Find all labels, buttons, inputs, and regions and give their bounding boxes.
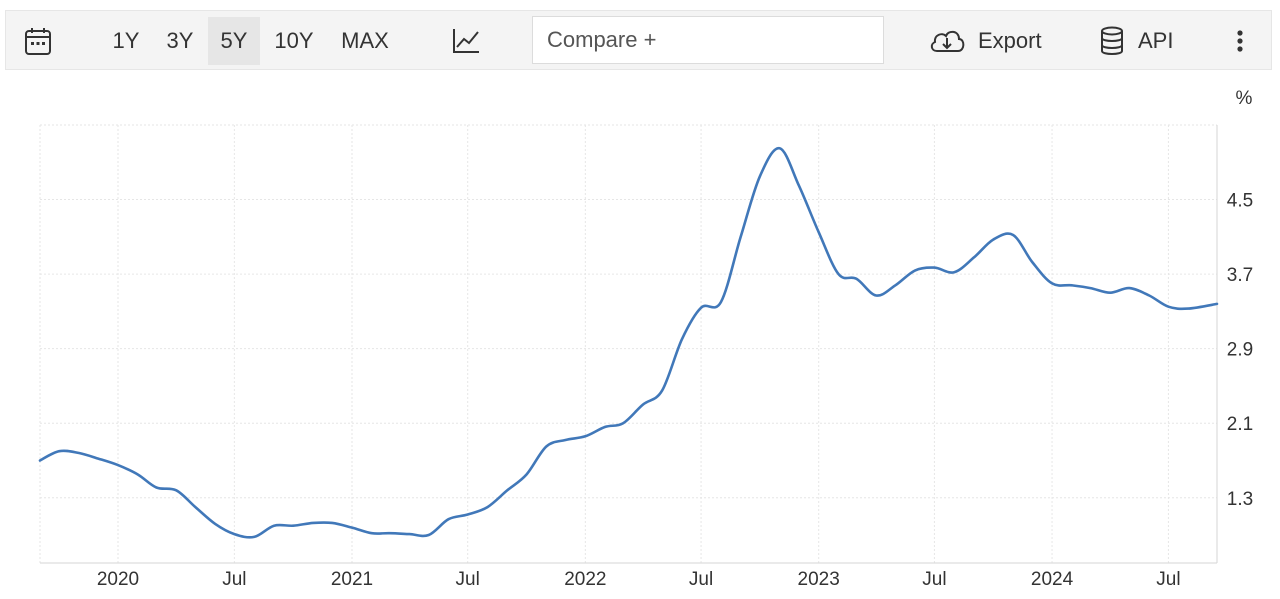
y-tick-label: 2.9 <box>1227 340 1253 361</box>
y-tick-label: 3.7 <box>1227 265 1253 286</box>
database-icon[interactable] <box>1096 23 1128 59</box>
x-tick-label: Jul <box>456 569 480 590</box>
y-tick-labels: 1.3 2.1 2.9 3.7 4.5 <box>1227 191 1253 510</box>
range-1y-button[interactable]: 1Y <box>112 28 140 53</box>
range-max-button[interactable]: MAX <box>341 28 389 53</box>
series-line <box>38 146 1219 539</box>
x-tick-label: Jul <box>1156 569 1180 590</box>
x-tick-label: 2024 <box>1031 569 1074 590</box>
chart-toolbar: 1Y 3Y 5Y 10Y MAX Export API <box>5 10 1272 70</box>
x-tick-labels: 2020 Jul 2021 Jul 2022 Jul 2023 Jul 2024 Jul <box>97 569 1181 590</box>
api-button[interactable]: API <box>1138 28 1174 53</box>
grid-lines <box>39 124 1217 563</box>
cloud-download-icon[interactable] <box>926 23 968 59</box>
y-tick-label: 4.5 <box>1227 191 1253 212</box>
x-tick-label: 2021 <box>331 569 373 590</box>
range-5y-button[interactable]: 5Y <box>208 17 260 65</box>
y-tick-label: 2.1 <box>1227 414 1253 435</box>
line-chart: % 1.32.12.93.74.5 2020 Jul 2021 Jul 2022 Jul 2… <box>38 88 1253 590</box>
export-button[interactable]: Export <box>978 28 1042 53</box>
x-tick-label: 2020 <box>97 569 139 590</box>
more-vertical-icon[interactable] <box>1228 23 1252 59</box>
y-unit-label: % <box>1236 88 1253 109</box>
calendar-icon[interactable] <box>20 23 56 59</box>
x-tick-label: Jul <box>689 569 713 590</box>
line-chart-icon[interactable] <box>448 23 484 59</box>
x-tick-label: 2023 <box>798 569 840 590</box>
range-10y-button[interactable]: 10Y <box>274 28 314 53</box>
compare-input[interactable] <box>532 16 884 64</box>
x-tick-label: 2022 <box>564 569 606 590</box>
x-tick-label: Jul <box>222 569 246 590</box>
x-tick-label: Jul <box>922 569 946 590</box>
range-3y-button[interactable]: 3Y <box>166 28 194 53</box>
y-tick-label: 1.3 <box>1227 489 1253 510</box>
